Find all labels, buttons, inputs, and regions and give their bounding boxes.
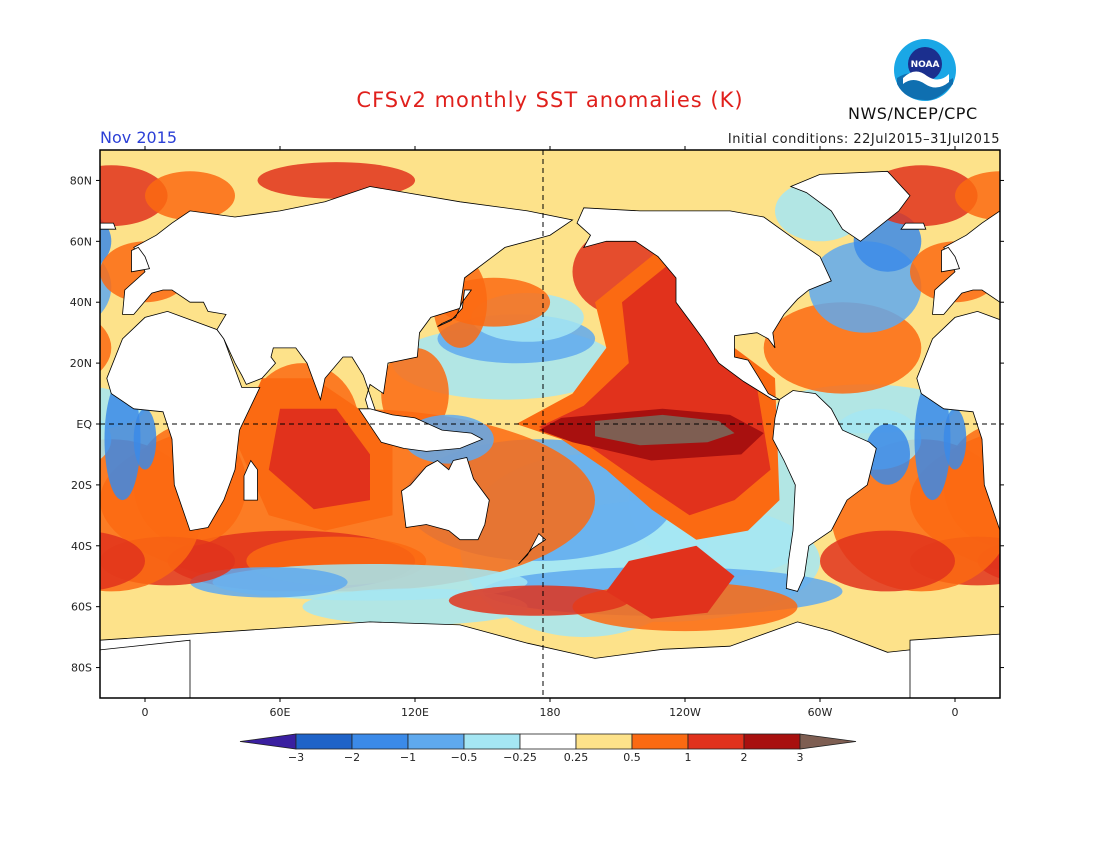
- anomaly-blob: [0, 424, 21, 576]
- anomaly-blob: [0, 500, 10, 622]
- lon-tick-label: 0: [142, 706, 149, 719]
- anomaly-blob: [100, 419, 112, 460]
- anomaly-blob: [100, 165, 168, 227]
- colorbar-label: 2: [741, 751, 748, 764]
- anomaly-blob: [145, 171, 235, 221]
- lat-tick-label: 40N: [70, 296, 92, 309]
- axis-ticks: 80N 60N 40N 20N EQ 20S 40S 60S 80S 0 60E 120E 180 120…: [70, 146, 1004, 719]
- anomaly-blob: [1068, 162, 1100, 199]
- anomaly-blob: [943, 408, 967, 470]
- anomaly-blob: [914, 378, 951, 501]
- anomaly-blob: [1023, 564, 1100, 601]
- land-south-america: [772, 390, 877, 592]
- land-indonesia: [358, 408, 484, 452]
- land-antarctica: [909, 633, 1000, 698]
- land-africa: [106, 310, 261, 532]
- anomaly-blob: [189, 567, 348, 598]
- anomaly-blob: [1056, 363, 1100, 485]
- land-iceland: [900, 222, 927, 230]
- lon-tick-label: 60W: [808, 706, 833, 719]
- anomaly-blob: [865, 424, 910, 485]
- anomaly-blob: [100, 218, 112, 264]
- anomaly-blob: [133, 408, 157, 470]
- colorbar-segment: [295, 733, 353, 750]
- lat-tick-label: 60S: [71, 601, 92, 614]
- land-newzealand: [518, 532, 547, 565]
- warm-region: [268, 408, 370, 510]
- land-africa: [916, 310, 1000, 532]
- lat-tick-label: 40S: [71, 540, 92, 553]
- colorbar-label: 3: [797, 751, 804, 764]
- land-madagascar: [243, 459, 258, 501]
- lat-tick-label: 20S: [71, 479, 92, 492]
- lat-tick-label: 20N: [70, 357, 92, 370]
- land-japan: [437, 289, 473, 327]
- colorbar-arrow-low: [239, 733, 297, 750]
- anomaly-blob: [104, 378, 141, 501]
- lon-tick-label: 0: [952, 706, 959, 719]
- colorbar-segment: [575, 733, 633, 750]
- land-north-america: [0, 208, 21, 400]
- land-masses: [0, 170, 1068, 698]
- colorbar-label: 0.25: [564, 751, 589, 764]
- colorbar-segment: [407, 733, 465, 750]
- lon-tick-label: 120E: [401, 706, 429, 719]
- colorbar-arrow-high: [799, 733, 857, 750]
- land-south-america: [0, 391, 66, 592]
- land-uk: [131, 246, 151, 273]
- noaa-logo: NOAA: [894, 39, 956, 101]
- land-antarctica: [100, 621, 1000, 698]
- colorbar-label: −0.25: [503, 751, 537, 764]
- anomaly-blob: [100, 259, 112, 315]
- land-greenland: [789, 170, 911, 242]
- lat-tick-label: 60N: [70, 235, 92, 248]
- anomaly-blob: [55, 424, 100, 485]
- map-title: CFSv2 monthly SST anomalies (K): [356, 88, 744, 112]
- anomaly-blob: [100, 324, 112, 372]
- land-iceland: [100, 222, 117, 230]
- anomaly-blob: [100, 532, 145, 590]
- lat-tick-label: 80N: [70, 174, 92, 187]
- lon-tick-label: 60E: [270, 706, 291, 719]
- initial-conditions: Initial conditions: 22Jul2015–31Jul2015: [727, 132, 1000, 147]
- land-north-america: [576, 207, 832, 401]
- warm-region: [606, 545, 735, 619]
- colorbar-label: −1: [400, 751, 416, 764]
- svg-text:NOAA: NOAA: [911, 60, 940, 70]
- colorbar-segment: [631, 733, 689, 750]
- land-madagascar: [1054, 461, 1068, 501]
- land-antarctica: [100, 639, 191, 698]
- lon-tick-label: 180: [540, 706, 561, 719]
- colorbar-label: −3: [288, 751, 304, 764]
- lon-tick-label: 120W: [669, 706, 701, 719]
- anomaly-blob: [0, 567, 33, 616]
- colorbar-label: 1: [685, 751, 692, 764]
- colorbar-segment: [743, 733, 801, 750]
- colorbar-segment: [351, 733, 409, 750]
- anomaly-blob: [1056, 537, 1100, 586]
- lat-tick-label: EQ: [76, 418, 92, 431]
- colorbar-segment: [687, 733, 745, 750]
- colorbar-label: −0.5: [451, 751, 478, 764]
- colorbar: −3 −2 −1 −0.5 −0.25 0.25 0.5 1 2 3: [239, 733, 857, 764]
- colorbar-label: −2: [344, 751, 360, 764]
- land-eurasia: [932, 210, 1000, 315]
- forecast-month: Nov 2015: [100, 128, 178, 147]
- anomaly-field: [0, 162, 1100, 638]
- colorbar-label: 0.5: [623, 751, 641, 764]
- agency-label: NWS/NCEP/CPC: [848, 104, 978, 123]
- anomaly-blob: [0, 181, 55, 242]
- anomaly-blob: [955, 171, 1000, 221]
- colorbar-segment: [463, 733, 521, 750]
- anomaly-blob: [448, 585, 629, 616]
- land-australia: [401, 457, 490, 541]
- lat-tick-label: 80S: [71, 662, 92, 675]
- colorbar-segment: [519, 733, 577, 750]
- land-uk: [941, 246, 961, 273]
- warm-region: [595, 414, 735, 446]
- anomaly-blob: [1000, 567, 1100, 597]
- anomaly-blob: [820, 530, 955, 592]
